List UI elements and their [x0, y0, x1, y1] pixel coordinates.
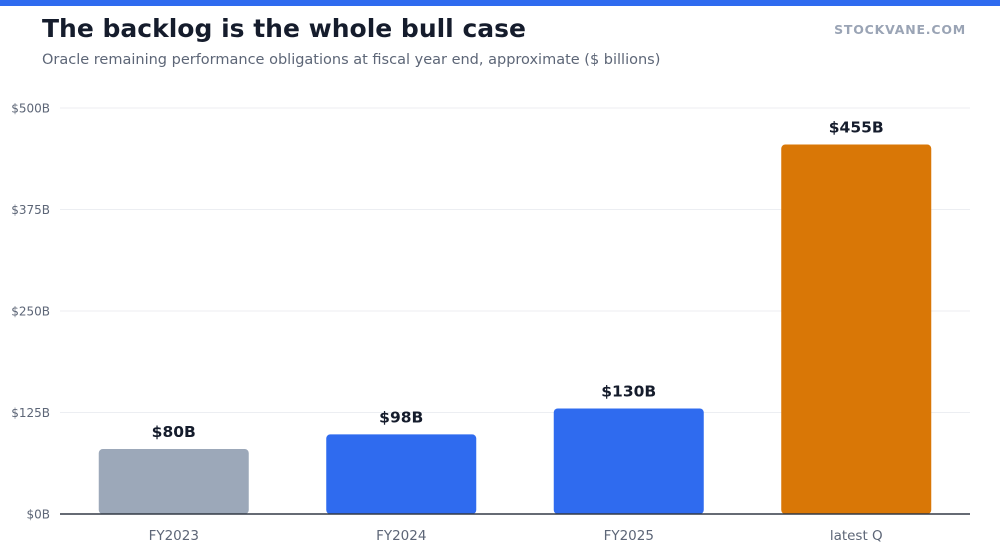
- bar-value-label: $130B: [601, 382, 656, 400]
- accent-top-bar: [0, 0, 1000, 6]
- x-tick-label: FY2025: [604, 528, 654, 544]
- x-tick-label: FY2024: [376, 528, 426, 544]
- bar: [326, 434, 477, 514]
- chart-subtitle: Oracle remaining performance obligations…: [42, 52, 661, 68]
- y-tick-label: $375B: [11, 203, 50, 217]
- x-tick-label: FY2023: [149, 528, 199, 544]
- y-tick-label: $250B: [11, 305, 50, 319]
- bar: [553, 408, 704, 514]
- bar-value-label: $98B: [379, 408, 423, 426]
- y-tick-label: $500B: [11, 102, 50, 116]
- chart-title: The backlog is the whole bull case: [42, 14, 526, 43]
- bar-value-label: $80B: [152, 423, 196, 441]
- bar-value-label: $455B: [829, 119, 884, 137]
- bar: [781, 144, 932, 515]
- x-tick-label: latest Q: [830, 528, 883, 544]
- y-tick-label: $0B: [26, 508, 50, 522]
- y-tick-label: $125B: [11, 406, 50, 420]
- bar: [98, 449, 249, 514]
- brand-wordmark: STOCKVANE.COM: [834, 22, 966, 37]
